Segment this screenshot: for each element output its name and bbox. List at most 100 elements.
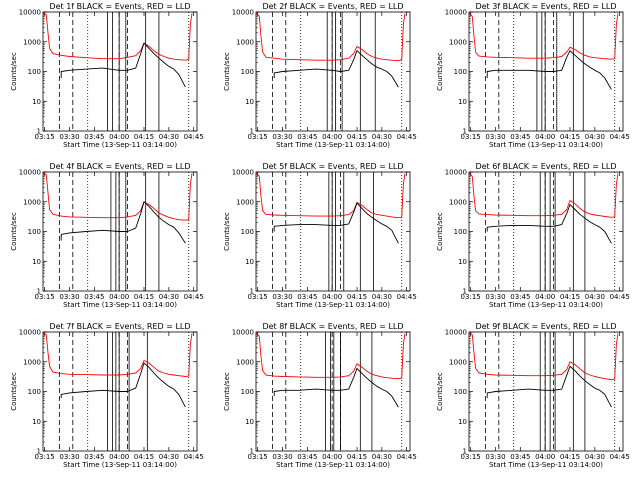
x-tick-label: 03:15 <box>35 453 55 461</box>
lld-rate-line <box>468 171 619 218</box>
y-tick-label: 100 <box>454 388 467 396</box>
y-tick-label: 100 <box>241 68 254 76</box>
chart-title: Det 7f BLACK = Events, RED = LLD <box>49 322 190 331</box>
y-axis-label: Counts/sec <box>436 52 444 91</box>
y-tick-label: 100 <box>241 228 254 236</box>
lld-rate-line <box>255 171 406 219</box>
events-rate-line <box>60 362 186 408</box>
x-tick-label: 04:45 <box>184 133 204 141</box>
y-tick-label: 1000 <box>236 358 254 366</box>
x-tick-label: 03:45 <box>510 133 530 141</box>
x-tick-label: 03:45 <box>84 453 104 461</box>
chart-title: Det 6f BLACK = Events, RED = LLD <box>475 162 616 171</box>
y-tick-label: 1 <box>463 288 467 296</box>
y-tick-label: 1000 <box>23 38 41 46</box>
x-tick-label: 04:00 <box>535 453 555 461</box>
y-tick-label: 1 <box>37 448 41 456</box>
x-tick-label: 04:15 <box>560 293 580 301</box>
x-tick-label: 04:45 <box>184 293 204 301</box>
x-tick-label: 03:45 <box>297 453 317 461</box>
x-tick-label: 04:45 <box>397 293 417 301</box>
x-tick-label: 04:15 <box>134 293 154 301</box>
y-tick-label: 1 <box>250 288 254 296</box>
x-tick-label: 04:00 <box>535 293 555 301</box>
y-tick-label: 1000 <box>23 198 41 206</box>
y-tick-label: 1 <box>37 288 41 296</box>
y-tick-label: 100 <box>28 228 41 236</box>
y-axis-label: Counts/sec <box>223 372 231 411</box>
x-tick-label: 03:15 <box>35 133 55 141</box>
x-tick-label: 03:15 <box>248 453 268 461</box>
x-tick-label: 04:15 <box>134 133 154 141</box>
y-tick-label: 1 <box>250 448 254 456</box>
y-tick-label: 10 <box>32 258 41 266</box>
chart-panel-6: Det 6f BLACK = Events, RED = LLD 1 10 100 10… <box>436 162 630 309</box>
x-tick-label: 04:45 <box>610 453 630 461</box>
x-tick-label: 04:45 <box>397 133 417 141</box>
x-tick-label: 04:30 <box>585 453 605 461</box>
y-tick-label: 10 <box>245 98 254 106</box>
y-tick-label: 10000 <box>445 329 467 337</box>
x-tick-label: 03:45 <box>297 133 317 141</box>
x-tick-label: 04:30 <box>585 133 605 141</box>
events-rate-line <box>273 202 399 244</box>
y-tick-label: 10 <box>458 258 467 266</box>
x-tick-label: 03:15 <box>248 293 268 301</box>
chart-panel-3: Det 3f BLACK = Events, RED = LLD 1 10 100 10… <box>436 2 630 149</box>
y-tick-label: 10000 <box>19 9 41 17</box>
x-tick-label: 03:15 <box>461 133 481 141</box>
x-axis-label: Start Time (13-Sep-11 03:14:00) <box>63 301 177 309</box>
y-tick-label: 1000 <box>236 198 254 206</box>
x-axis-label: Start Time (13-Sep-11 03:14:00) <box>63 461 177 469</box>
x-tick-label: 03:30 <box>485 133 505 141</box>
x-axis-label: Start Time (13-Sep-11 03:14:00) <box>489 141 603 149</box>
y-axis-label: Counts/sec <box>10 212 18 251</box>
y-tick-label: 10000 <box>19 329 41 337</box>
chart-title: Det 9f BLACK = Events, RED = LLD <box>475 322 616 331</box>
x-tick-label: 04:15 <box>347 133 367 141</box>
y-tick-label: 100 <box>454 68 467 76</box>
lld-rate-line <box>255 11 406 62</box>
y-tick-label: 1000 <box>23 358 41 366</box>
x-tick-label: 04:30 <box>159 133 179 141</box>
events-rate-line <box>60 42 186 88</box>
chart-panel-7: Det 7f BLACK = Events, RED = LLD 1 10 100 10… <box>10 322 204 469</box>
y-axis-label: Counts/sec <box>436 372 444 411</box>
y-tick-label: 1 <box>463 128 467 136</box>
y-tick-label: 10000 <box>232 329 254 337</box>
x-tick-label: 04:30 <box>372 133 392 141</box>
x-tick-label: 03:30 <box>485 293 505 301</box>
y-tick-label: 10 <box>458 418 467 426</box>
x-tick-label: 03:45 <box>84 293 104 301</box>
x-tick-label: 04:15 <box>560 453 580 461</box>
y-tick-label: 1 <box>463 448 467 456</box>
x-tick-label: 04:00 <box>109 293 129 301</box>
events-rate-line <box>486 204 612 244</box>
x-tick-label: 04:15 <box>560 133 580 141</box>
chart-panel-2: Det 2f BLACK = Events, RED = LLD 1 10 100 10… <box>223 2 417 149</box>
x-tick-label: 04:00 <box>109 453 129 461</box>
x-tick-label: 04:30 <box>372 293 392 301</box>
lld-rate-line <box>255 331 406 380</box>
y-tick-label: 10000 <box>445 9 467 17</box>
x-axis-label: Start Time (13-Sep-11 03:14:00) <box>276 141 390 149</box>
x-tick-label: 04:30 <box>159 293 179 301</box>
chart-title: Det 4f BLACK = Events, RED = LLD <box>49 162 190 171</box>
lld-rate-line <box>468 331 619 381</box>
y-tick-label: 100 <box>241 388 254 396</box>
x-tick-label: 04:00 <box>109 133 129 141</box>
y-axis-label: Counts/sec <box>223 52 231 91</box>
y-tick-label: 100 <box>28 388 41 396</box>
y-tick-label: 1000 <box>236 38 254 46</box>
y-tick-label: 10 <box>32 98 41 106</box>
x-tick-label: 03:15 <box>248 133 268 141</box>
x-tick-label: 03:30 <box>485 453 505 461</box>
chart-panel-4: Det 4f BLACK = Events, RED = LLD 1 10 100 10… <box>10 162 204 309</box>
x-tick-label: 03:30 <box>272 453 292 461</box>
x-tick-label: 04:00 <box>322 133 342 141</box>
events-rate-line <box>486 50 612 90</box>
x-tick-label: 03:45 <box>84 133 104 141</box>
chart-title: Det 1f BLACK = Events, RED = LLD <box>49 2 190 11</box>
y-tick-label: 10000 <box>19 169 41 177</box>
x-axis-label: Start Time (13-Sep-11 03:14:00) <box>276 301 390 309</box>
